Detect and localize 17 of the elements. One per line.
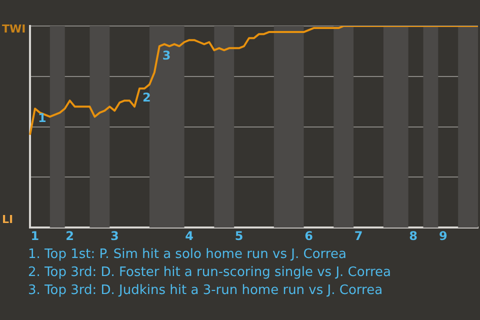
x-tick-label: 4 — [185, 228, 194, 243]
x-tick-label: 3 — [110, 228, 119, 243]
text: 1. Top 1st: P. Sim hit a solo home run vs J. Correa — [28, 246, 348, 264]
annotation: 3 — [162, 48, 171, 62]
x-tick-label: 1 — [30, 228, 40, 243]
x-tick-label: 5 — [234, 228, 244, 243]
text: 3. Top 3rd: D. Judkins hit a 3-run home run vs J. Correa — [28, 282, 384, 300]
text: LI — [2, 212, 14, 226]
text: 2. Top 3rd: D. Foster hit a run-scoring single vs J. Correa — [28, 264, 392, 282]
x-tick-label: 8 — [409, 228, 418, 243]
x-tick-label: 9 — [438, 228, 448, 243]
x-tick-label: 6 — [304, 228, 313, 243]
x-tick-label: 7 — [354, 228, 363, 243]
annotation: 1 — [38, 110, 46, 125]
text: TWI — [2, 22, 26, 36]
annotation: 2 — [142, 90, 151, 105]
x-tick-label: 2 — [66, 228, 74, 243]
